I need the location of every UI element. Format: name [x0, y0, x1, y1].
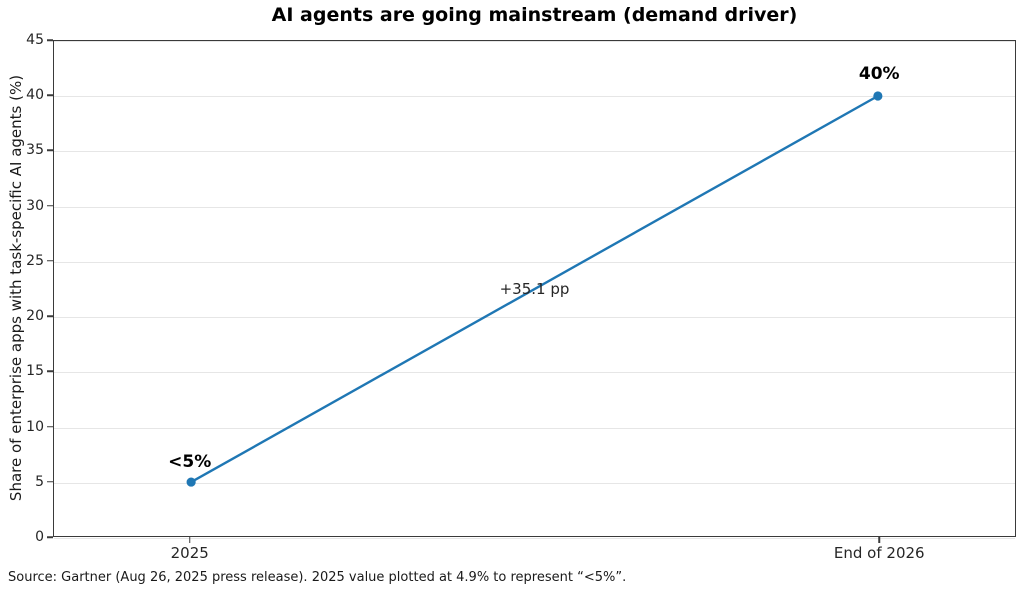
gridline-y-30	[54, 206, 1015, 208]
point-value-label-0: <5%	[168, 451, 212, 472]
data-point-1	[873, 91, 883, 101]
gridline-y-0	[54, 538, 1015, 539]
y-tick-label-35: 35	[26, 142, 44, 159]
y-tick-label-25: 25	[26, 252, 44, 269]
y-tick-label-30: 30	[26, 197, 44, 214]
x-tick-mark-0	[188, 537, 191, 543]
y-tick-mark-0	[47, 536, 53, 538]
x-tick-label-0: 2025	[170, 544, 209, 562]
y-tick-mark-30	[47, 204, 53, 207]
gridline-y-15	[54, 372, 1015, 374]
plot-area	[53, 40, 1016, 539]
y-tick-label-10: 10	[26, 418, 44, 435]
gridline-y-5	[54, 482, 1015, 484]
y-tick-label-15: 15	[26, 363, 44, 380]
y-axis-label: Share of enterprise apps with task-speci…	[7, 74, 25, 502]
y-tick-mark-35	[47, 149, 53, 152]
y-tick-label-0: 0	[35, 529, 44, 545]
y-tick-mark-15	[47, 370, 53, 373]
gridline-y-20	[54, 317, 1015, 319]
gridline-y-40	[54, 96, 1015, 98]
trend-line	[190, 94, 879, 484]
x-tick-label-1: End of 2026	[833, 544, 925, 562]
y-tick-mark-10	[47, 425, 53, 428]
y-tick-label-20: 20	[26, 308, 44, 325]
gridline-y-10	[54, 427, 1015, 429]
gridline-y-25	[54, 261, 1015, 263]
gridline-y-35	[54, 151, 1015, 153]
y-tick-label-40: 40	[26, 87, 44, 104]
point-value-label-1: 40%	[858, 64, 900, 85]
data-point-0	[186, 477, 196, 487]
y-tick-label-5: 5	[35, 473, 44, 490]
y-tick-mark-40	[47, 94, 53, 96]
delta-annotation: +35.1 pp	[499, 280, 570, 299]
x-tick-mark-1	[878, 537, 880, 543]
y-tick-mark-5	[47, 481, 53, 483]
line-series	[186, 91, 883, 487]
y-tick-mark-45	[47, 39, 53, 41]
y-tick-label-45: 45	[26, 32, 44, 48]
gridline-y-45	[54, 41, 1015, 42]
y-tick-mark-25	[47, 260, 53, 262]
source-note: Source: Gartner (Aug 26, 2025 press rele…	[8, 570, 627, 585]
chart-title: AI agents are going mainstream (demand d…	[271, 4, 798, 26]
y-tick-mark-20	[47, 315, 53, 317]
